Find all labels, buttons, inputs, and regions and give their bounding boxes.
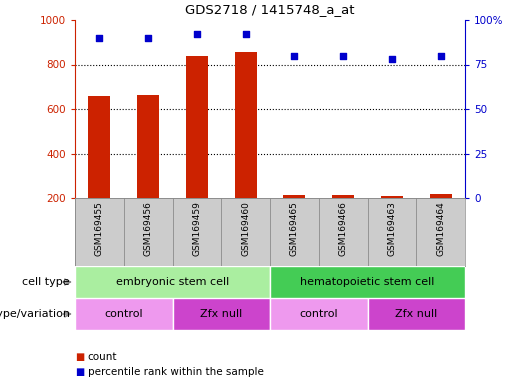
Bar bbox=[186, 56, 208, 198]
Point bbox=[437, 53, 445, 59]
Text: count: count bbox=[88, 352, 117, 362]
Text: embryonic stem cell: embryonic stem cell bbox=[116, 277, 229, 287]
Point bbox=[144, 35, 152, 41]
Bar bbox=[173, 198, 221, 266]
Bar bbox=[75, 266, 270, 298]
Bar bbox=[283, 195, 305, 198]
Bar bbox=[381, 196, 403, 198]
Text: ■: ■ bbox=[75, 367, 84, 377]
Bar bbox=[124, 198, 173, 266]
Text: GSM169464: GSM169464 bbox=[436, 201, 445, 256]
Text: GSM169456: GSM169456 bbox=[144, 201, 152, 256]
Title: GDS2718 / 1415748_a_at: GDS2718 / 1415748_a_at bbox=[185, 3, 355, 16]
Bar bbox=[319, 198, 368, 266]
Bar bbox=[416, 198, 465, 266]
Bar bbox=[270, 266, 465, 298]
Bar bbox=[89, 96, 110, 198]
Bar bbox=[368, 198, 416, 266]
Text: control: control bbox=[105, 309, 143, 319]
Bar bbox=[430, 194, 452, 198]
Point bbox=[388, 56, 396, 62]
Bar bbox=[75, 298, 173, 330]
Bar bbox=[137, 94, 159, 198]
Point bbox=[242, 31, 250, 37]
Text: percentile rank within the sample: percentile rank within the sample bbox=[88, 367, 264, 377]
Text: GSM169463: GSM169463 bbox=[387, 201, 397, 256]
Text: hematopoietic stem cell: hematopoietic stem cell bbox=[300, 277, 435, 287]
Text: Zfx null: Zfx null bbox=[200, 309, 243, 319]
Text: GSM169460: GSM169460 bbox=[241, 201, 250, 256]
Text: Zfx null: Zfx null bbox=[395, 309, 437, 319]
Bar bbox=[368, 298, 465, 330]
Bar bbox=[221, 198, 270, 266]
Text: cell type: cell type bbox=[22, 277, 70, 287]
Text: control: control bbox=[299, 309, 338, 319]
Bar bbox=[173, 298, 270, 330]
Point bbox=[339, 53, 347, 59]
Text: genotype/variation: genotype/variation bbox=[0, 309, 70, 319]
Point bbox=[193, 31, 201, 37]
Text: GSM169459: GSM169459 bbox=[193, 201, 201, 256]
Text: GSM169455: GSM169455 bbox=[95, 201, 104, 256]
Point bbox=[290, 53, 299, 59]
Text: ■: ■ bbox=[75, 352, 84, 362]
Point bbox=[95, 35, 104, 41]
Bar bbox=[270, 298, 368, 330]
Bar bbox=[332, 195, 354, 198]
Text: GSM169466: GSM169466 bbox=[339, 201, 348, 256]
Bar bbox=[235, 52, 256, 198]
Text: GSM169465: GSM169465 bbox=[290, 201, 299, 256]
Bar bbox=[75, 198, 124, 266]
Bar bbox=[270, 198, 319, 266]
